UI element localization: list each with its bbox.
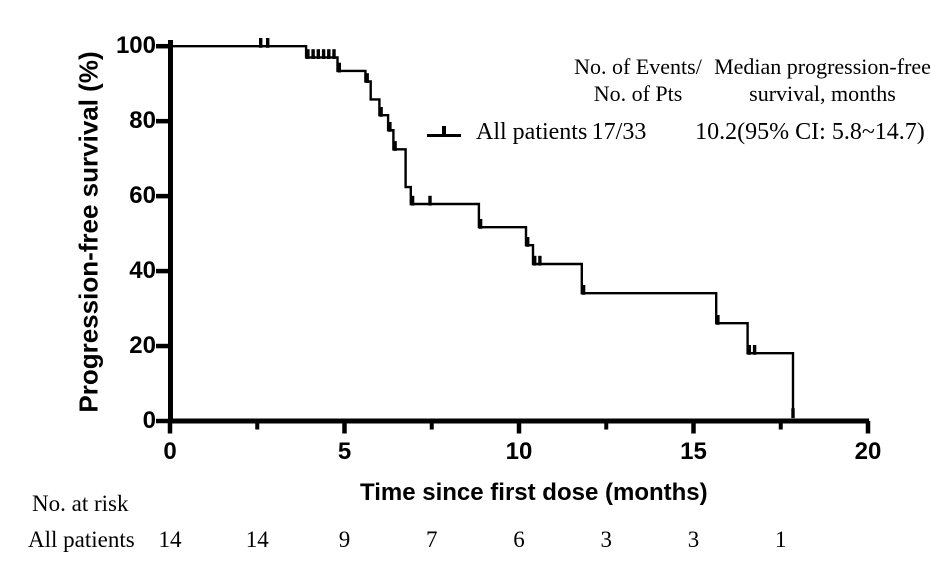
risk-table-value: 1 [775, 527, 787, 552]
y-tick-label: 20 [129, 332, 156, 360]
risk-table-row-label: All patients [28, 527, 135, 552]
risk-table-value: 3 [687, 527, 700, 552]
censor-tick [327, 49, 331, 59]
censor-tick [538, 255, 542, 266]
censor-tick [716, 315, 720, 325]
legend-series-label: All patients [476, 119, 588, 145]
censor-tick [388, 122, 392, 132]
x-axis-title: Time since first dose (months) [360, 479, 708, 506]
x-tick-label: 15 [680, 438, 707, 465]
risk-table-value: 14 [158, 527, 182, 552]
censor-tick [379, 107, 383, 117]
x-tick-label: 0 [163, 438, 177, 465]
censor-tick [332, 49, 336, 59]
legend-events-header-line1: No. of Events/ [574, 54, 702, 79]
censor-tick [306, 49, 310, 59]
censor-tick [259, 38, 263, 48]
y-tick-label: 80 [129, 107, 156, 135]
censor-tick [365, 73, 369, 83]
censor-tick [266, 38, 270, 48]
censor-tick [321, 49, 326, 59]
censor-tick [316, 49, 320, 59]
y-tick-label: 60 [129, 182, 156, 210]
censor-tick [747, 345, 751, 355]
y-tick-label: 0 [142, 407, 156, 434]
y-tick-label: 100 [115, 32, 156, 60]
censor-tick [533, 255, 537, 266]
x-tick-label: 20 [854, 438, 882, 465]
risk-table-header: No. at risk [32, 491, 129, 516]
censor-tick [311, 49, 315, 59]
censor-tick [581, 285, 586, 295]
legend-median-header: Median progression-free survival, months [700, 53, 931, 107]
censor-tick [478, 219, 483, 229]
censor-tick [428, 195, 432, 206]
censor-tick [526, 237, 530, 247]
x-tick-label: 5 [337, 438, 352, 465]
legend-median-value: 10.2(95% CI: 5.8~14.7) [695, 119, 925, 145]
risk-table-value: 14 [245, 527, 269, 552]
legend-series-symbol [427, 126, 461, 138]
y-tick-label: 40 [129, 257, 156, 285]
legend-events-value: 17/33 [591, 119, 647, 145]
censor-tick [752, 345, 757, 355]
survival-curve [170, 45, 795, 417]
x-tick-label: 10 [505, 438, 533, 465]
legend-events-header: No. of Events/ No. of Pts [553, 53, 723, 107]
censor-tick [791, 408, 795, 419]
censor-tick [393, 141, 397, 151]
risk-table-value: 3 [600, 527, 613, 552]
risk-table-value: 6 [513, 527, 525, 552]
risk-table-value: 7 [426, 527, 438, 552]
legend-events-header-line2: No. of Pts [593, 81, 683, 106]
legend-median-header-line1: Median progression-free [714, 54, 931, 79]
risk-table-value: 9 [338, 527, 351, 552]
legend-symbol-censor-tick [442, 126, 446, 136]
censor-tick [337, 62, 341, 73]
censor-tick [410, 195, 415, 206]
legend-median-header-line2: survival, months [749, 81, 896, 106]
